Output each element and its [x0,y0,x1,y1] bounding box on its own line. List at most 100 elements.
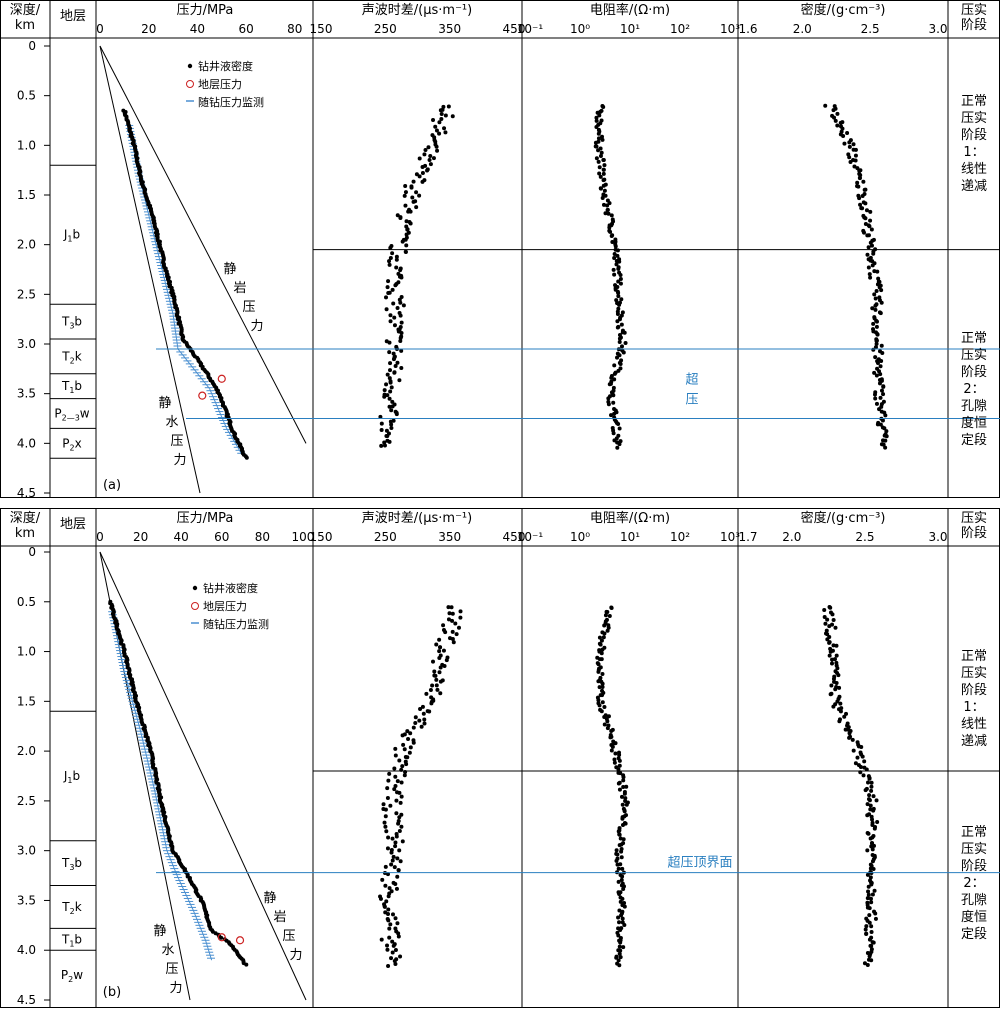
density-tick-label: 2.0 [782,530,801,544]
resistivity-point [617,426,622,431]
strata-label: T2k [61,900,81,916]
sonic-point [441,104,446,109]
sonic-point [397,815,402,820]
sonic-point [393,882,398,887]
resistivity-point [617,920,622,925]
density-point [833,687,838,692]
sonic-point [393,947,398,952]
resistivity-point [611,393,616,398]
resistivity-point [601,105,606,110]
sonic-point [398,216,403,221]
sonic-point [439,111,444,116]
stage2-label: 度恒 [961,415,987,431]
density-point [847,144,852,149]
formation-pressure-point [198,391,207,400]
density-point [848,160,853,165]
resistivity-tick-label: 10³ [720,530,740,544]
density-point [851,748,856,753]
density-point [833,118,838,123]
depth-tick-label: 2.5 [17,287,36,301]
sonic-point [386,912,391,917]
sonic-point [403,754,408,759]
sonic-point [443,130,448,135]
density-point [870,306,875,311]
depth-tick-label: 2.0 [17,744,36,758]
strata-label: J1b [63,769,80,785]
density-tick-label: 1.6 [738,22,757,36]
resistivity-point [618,272,623,277]
stage2-label: 阶段 [961,859,987,874]
density-point [869,243,874,248]
sonic-point [394,798,399,803]
stage1-label: 线性 [961,162,987,177]
resistivity-point [612,252,617,257]
density-point [875,361,880,366]
stage2-label: 压实 [961,348,987,363]
monitoring-line [205,940,213,961]
sonic-point [388,380,393,385]
density-point [858,765,863,770]
sonic-point [383,824,388,829]
density-point [868,836,873,841]
density-point [866,831,871,836]
resistivity-tick-label: 10¹ [620,22,640,36]
resistivity-point [597,685,602,690]
legend-monitoring: 随钻压力监测 [198,95,264,109]
sonic-point [402,773,407,778]
density-tick-label: 2.5 [855,530,874,544]
sonic-point [390,287,395,292]
sonic-point [393,774,398,779]
sonic-point [382,394,387,399]
resistivity-point [598,174,603,179]
density-point [875,332,880,337]
resistivity-point [599,150,604,155]
sonic-point [390,404,395,409]
sonic-point [386,918,391,923]
density-point [861,773,866,778]
sonic-point [384,307,389,312]
density-point [872,826,877,831]
density-point [867,954,872,959]
legend-drilling-fluid: 钻井液密度 [203,581,258,595]
monitoring-line [177,348,210,390]
overpressure-label: 超 [685,373,698,388]
hydrostatic-label: 水 [165,415,178,430]
resistivity-point [620,916,625,921]
density-point [871,347,876,352]
sonic-point [411,179,416,184]
resistivity-point [622,791,627,796]
resistivity-point [615,445,620,450]
resistivity-point [596,662,601,667]
resistivity-point [617,353,622,358]
sonic-point [430,683,435,688]
sonic-point [420,165,425,170]
depth-tick-label: 4.5 [17,486,36,500]
monitoring-line [226,428,242,454]
sonic-point [385,786,390,791]
resistivity-point [616,933,621,938]
legend-dot-marker [187,63,193,69]
density-point [884,434,889,439]
sonic-point [402,193,407,198]
density-point [877,381,882,386]
density-point [857,196,862,201]
sonic-point [387,886,392,891]
legend-circle-marker [191,602,199,610]
sonic-point [394,886,399,891]
sonic-point [397,758,402,763]
density-point [869,784,874,789]
sonic-point [385,393,390,398]
resistivity-point [600,681,605,686]
sonic-point [432,669,437,674]
resistivity-point [601,178,606,183]
sonic-point [387,935,392,940]
strata-label: P2—3w [54,407,89,423]
resistivity-point [601,183,606,188]
density-point [865,872,870,877]
density-point [851,142,856,147]
strata-label: J1b [63,228,80,244]
resistivity-point [617,259,622,264]
resistivity-point [609,213,614,218]
sonic-point [389,385,394,390]
depth-tick-label: 4.0 [17,943,36,957]
